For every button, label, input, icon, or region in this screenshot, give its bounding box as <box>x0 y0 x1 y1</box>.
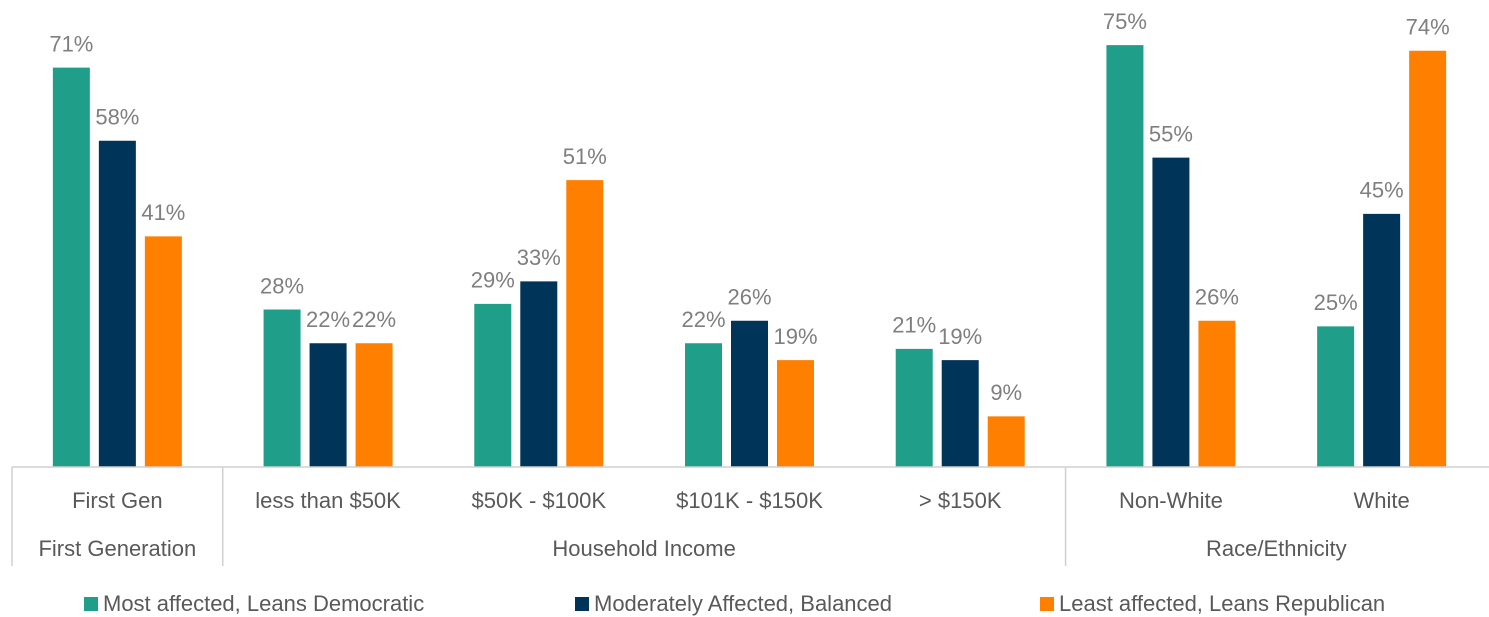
legend-label: Most affected, Leans Democratic <box>103 591 424 616</box>
value-label: 26% <box>727 285 771 310</box>
value-label: 26% <box>1195 285 1239 310</box>
value-label: 19% <box>773 324 817 349</box>
value-label: 9% <box>990 380 1022 405</box>
bar <box>941 360 979 467</box>
value-label: 33% <box>517 245 561 270</box>
legend-marker <box>575 597 589 611</box>
value-label: 71% <box>49 31 93 56</box>
bar <box>1317 326 1355 467</box>
value-label: 45% <box>1360 178 1404 203</box>
bar <box>777 360 814 467</box>
value-label: 51% <box>563 144 607 169</box>
legend-marker <box>1040 597 1054 611</box>
bar <box>474 303 512 467</box>
value-label: 21% <box>892 313 936 338</box>
bar <box>731 320 768 467</box>
bar <box>98 140 136 467</box>
bar <box>520 281 558 467</box>
bar <box>1152 157 1190 467</box>
value-label: 41% <box>141 200 185 225</box>
value-label: 28% <box>260 273 304 298</box>
bar <box>1409 50 1447 467</box>
group-label: First Generation <box>38 536 196 561</box>
bar <box>355 343 393 467</box>
bar <box>685 343 722 467</box>
x-tick-label: First Gen <box>72 488 162 513</box>
value-label: 74% <box>1406 15 1450 40</box>
x-tick-label: less than $50K <box>255 488 401 513</box>
x-tick-label: Non-White <box>1119 488 1223 513</box>
legend-marker <box>84 597 98 611</box>
legend-label: Moderately Affected, Balanced <box>594 591 892 616</box>
group-label: Household Income <box>552 536 735 561</box>
value-label: 22% <box>681 307 725 332</box>
value-label: 22% <box>352 307 396 332</box>
group-label: Race/Ethnicity <box>1206 536 1347 561</box>
value-label: 19% <box>938 324 982 349</box>
x-tick-label: > $150K <box>919 488 1002 513</box>
value-label: 55% <box>1149 121 1193 146</box>
bar <box>263 309 301 467</box>
value-label: 75% <box>1103 9 1147 34</box>
legend-label: Least affected, Leans Republican <box>1059 591 1385 616</box>
value-label: 58% <box>95 105 139 130</box>
bar <box>1198 320 1236 467</box>
value-label: 22% <box>306 307 350 332</box>
bar <box>309 343 347 467</box>
bar <box>895 348 933 467</box>
bar <box>1363 213 1401 467</box>
value-label: 29% <box>471 268 515 293</box>
x-tick-label: $50K - $100K <box>472 488 607 513</box>
x-tick-label: $101K - $150K <box>676 488 823 513</box>
bar <box>987 416 1025 467</box>
bar <box>566 180 604 467</box>
x-tick-label: White <box>1354 488 1410 513</box>
bar <box>144 236 182 467</box>
bar <box>52 67 90 467</box>
value-label: 25% <box>1314 290 1358 315</box>
bar <box>1106 45 1144 467</box>
